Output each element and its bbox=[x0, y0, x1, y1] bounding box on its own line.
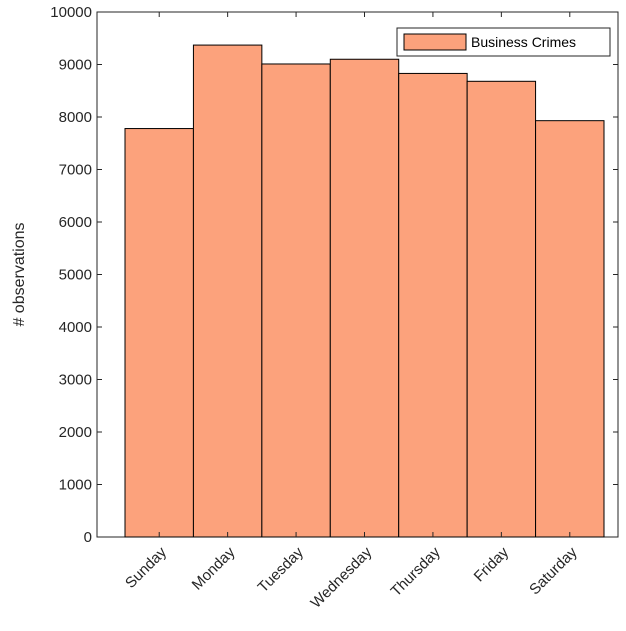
x-tick-label: Thursday bbox=[388, 543, 445, 600]
bar bbox=[466, 80, 537, 538]
bar bbox=[192, 44, 263, 538]
x-tick-label: Wednesday bbox=[307, 543, 375, 611]
bar bbox=[261, 63, 331, 538]
legend-swatch bbox=[403, 33, 467, 51]
x-tick-label: Friday bbox=[471, 543, 513, 585]
y-tick-label: 2000 bbox=[59, 424, 92, 441]
x-tick-label: Tuesday bbox=[255, 543, 308, 596]
bar bbox=[124, 128, 194, 538]
y-tick-label: 3000 bbox=[59, 372, 92, 389]
bar bbox=[329, 58, 400, 538]
x-tick-label: Monday bbox=[189, 543, 239, 593]
y-tick-label: 5000 bbox=[59, 267, 92, 284]
y-tick-label: 8000 bbox=[59, 109, 92, 126]
y-tick-label: 7000 bbox=[59, 162, 92, 179]
bar bbox=[398, 72, 468, 538]
y-tick-label: 1000 bbox=[59, 477, 92, 494]
x-tick-label: Saturday bbox=[526, 543, 581, 598]
y-tick-label: 9000 bbox=[59, 57, 92, 74]
bar bbox=[535, 120, 605, 538]
y-axis-title: # observations bbox=[11, 222, 28, 326]
x-tick-label: Sunday bbox=[122, 543, 170, 591]
legend: Business Crimes bbox=[396, 27, 611, 57]
y-tick-label: 10000 bbox=[50, 4, 92, 21]
y-axis: 0 1000 2000 3000 4000 5000 6000 7000 8000 9000 100… bbox=[50, 4, 618, 546]
legend-label: Business Crimes bbox=[471, 34, 576, 50]
y-tick-label: 6000 bbox=[59, 214, 92, 231]
y-tick-label: 4000 bbox=[59, 319, 92, 336]
bars-group bbox=[124, 44, 605, 538]
y-tick-label: 0 bbox=[84, 529, 92, 546]
